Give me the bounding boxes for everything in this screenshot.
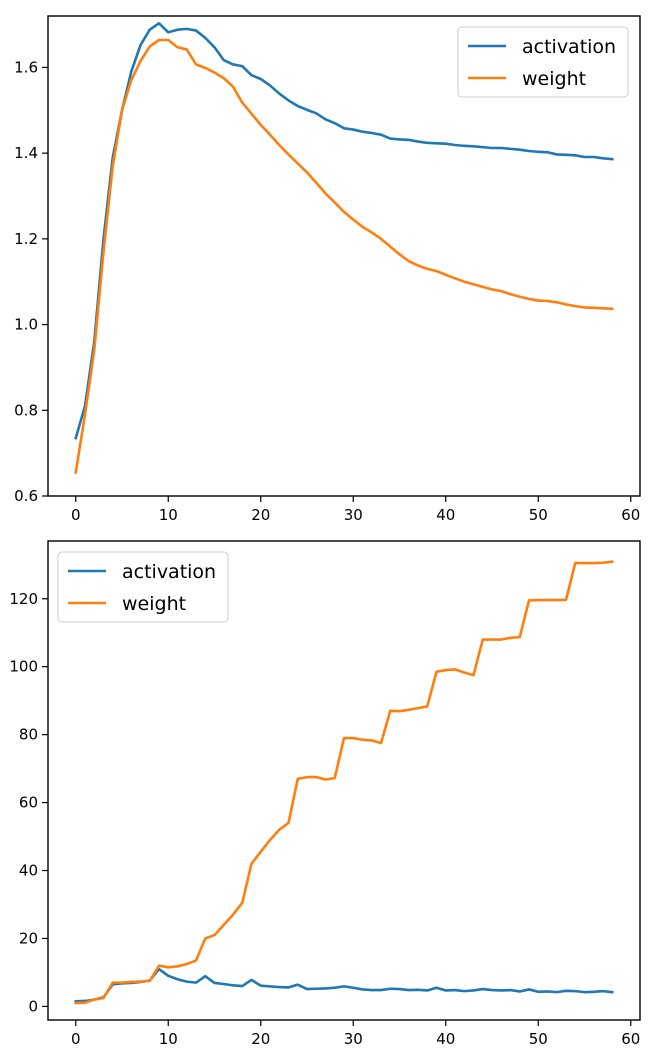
x-tick-label: 50 (529, 506, 548, 524)
x-tick-label: 30 (344, 506, 363, 524)
plot-frame (47, 540, 641, 1021)
y-tick-label: 60 (19, 794, 38, 812)
x-tick-label: 30 (344, 1030, 363, 1048)
y-tick-label: 20 (19, 929, 38, 947)
x-tick-label: 10 (159, 506, 178, 524)
x-tick-label: 10 (159, 1030, 178, 1048)
x-tick-label: 0 (71, 1030, 81, 1048)
y-tick-label: 1.6 (14, 58, 38, 76)
y-tick-label: 0.6 (14, 487, 38, 505)
y-tick-label: 80 (19, 726, 38, 744)
plot-frame (47, 15, 641, 497)
x-tick-label: 60 (621, 506, 640, 524)
legend-label: activation (122, 561, 216, 583)
y-tick-label: 0 (28, 997, 38, 1015)
x-tick-label: 50 (529, 1030, 548, 1048)
y-tick-label: 120 (9, 590, 38, 608)
series-line-weight (74, 38, 614, 474)
legend-label: weight (522, 68, 586, 90)
chart-bottom: 0 10 20 30 40 50 60 0 20 40 60 80 100 120 activation we… (9, 540, 641, 1048)
y-tick-label: 1.0 (14, 316, 38, 334)
x-tick-label: 0 (71, 506, 81, 524)
legend: activation weight (457, 26, 629, 98)
y-tick-label: 100 (9, 658, 38, 676)
y-tick-label: 1.2 (14, 230, 38, 248)
x-tick-label: 20 (251, 506, 270, 524)
series-line-activation (74, 967, 614, 1003)
legend-label: activation (522, 36, 616, 58)
legend-box (457, 26, 629, 98)
series-line-weight (74, 560, 614, 1005)
x-tick-label: 40 (436, 506, 455, 524)
series-line-activation (74, 21, 614, 440)
x-tick-label: 60 (621, 1030, 640, 1048)
legend-label: weight (122, 593, 186, 615)
y-tick-label: 40 (19, 862, 38, 880)
chart-top: 0 10 20 30 40 50 60 0.6 0.8 1.0 1.2 1.4 1.6 activatio… (14, 15, 641, 524)
legend-box (57, 551, 229, 623)
y-tick-label: 0.8 (14, 401, 38, 419)
legend: activation weight (57, 551, 229, 623)
x-tick-label: 40 (436, 1030, 455, 1048)
x-tick-label: 20 (251, 1030, 270, 1048)
y-tick-label: 1.4 (14, 144, 38, 162)
